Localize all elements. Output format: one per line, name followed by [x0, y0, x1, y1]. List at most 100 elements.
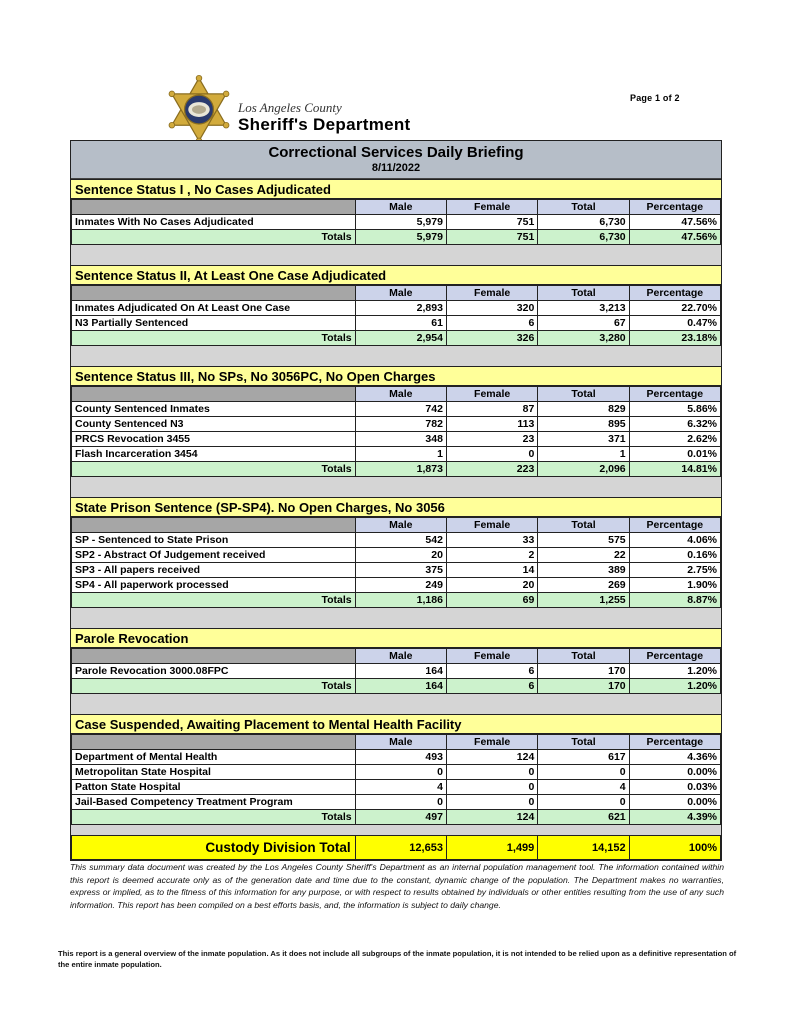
row-value: 0	[537, 794, 630, 810]
section-table: Male Female Total Percentage Department of M…	[71, 734, 722, 825]
data-row: Parole Revocation 3000.08FPC 164 6 170 1.20%	[71, 663, 722, 679]
column-header-male: Male	[354, 285, 447, 301]
row-value: 0	[537, 764, 630, 780]
logo-department-text: Sheriff's Department	[238, 114, 411, 134]
totals-label: Totals	[71, 461, 356, 477]
data-row: Patton State Hospital 4 0 4 0.03%	[71, 779, 722, 795]
footnote-overview: This report is a general overview of the…	[58, 949, 737, 969]
totals-row: Totals 5,979 751 6,730 47.56%	[71, 229, 722, 245]
column-header-percentage: Percentage	[628, 199, 722, 215]
totals-value: 3,280	[537, 330, 630, 346]
totals-label: Totals	[71, 678, 356, 694]
column-header-row: Male Female Total Percentage	[71, 648, 722, 664]
row-value: 0	[445, 794, 539, 810]
totals-value: 1,186	[354, 592, 447, 608]
totals-value: 14.81%	[628, 461, 722, 477]
row-value: 4	[354, 779, 447, 795]
totals-value: 223	[445, 461, 539, 477]
column-header-female: Female	[445, 386, 539, 402]
report-section: Sentence Status III, No SPs, No 3056PC, …	[71, 366, 722, 477]
row-value: 249	[354, 577, 447, 593]
column-header-total: Total	[537, 517, 630, 533]
row-label: N3 Partially Sentenced	[71, 315, 356, 331]
row-value: 6	[445, 315, 539, 331]
row-value: 47.56%	[628, 214, 722, 230]
row-value: 1.20%	[628, 663, 722, 679]
totals-value: 326	[445, 330, 539, 346]
section-table: Male Female Total Percentage County Sentence…	[71, 386, 722, 477]
column-header-total: Total	[537, 734, 630, 750]
column-header-row: Male Female Total Percentage	[71, 734, 722, 750]
row-value: 67	[537, 315, 630, 331]
row-label: Parole Revocation 3000.08FPC	[71, 663, 356, 679]
row-value: 0	[354, 764, 447, 780]
section-table: Male Female Total Percentage Inmates Adjudic…	[71, 285, 722, 346]
column-header-male: Male	[354, 199, 447, 215]
section-spacer	[71, 608, 721, 628]
page-indicator: Page 1 of 2	[630, 93, 680, 103]
section-heading: Sentence Status I , No Cases Adjudicated	[71, 179, 721, 199]
row-label: Metropolitan State Hospital	[71, 764, 356, 780]
section-heading: Parole Revocation	[71, 628, 721, 648]
report-title: Correctional Services Daily Briefing	[268, 144, 524, 161]
sheriff-badge-icon	[168, 74, 230, 146]
grand-total-row: Custody Division Total 12,653 1,499 14,1…	[71, 835, 722, 860]
row-value: 164	[354, 663, 447, 679]
row-value: 6.32%	[628, 416, 722, 432]
row-value: 20	[445, 577, 539, 593]
row-label-header-cell	[71, 285, 356, 301]
row-value: 4.06%	[628, 532, 722, 548]
data-row: Inmates With No Cases Adjudicated 5,979 75…	[71, 214, 722, 230]
row-value: 829	[537, 401, 630, 417]
totals-row: Totals 164 6 170 1.20%	[71, 678, 722, 694]
row-value: 0	[445, 446, 539, 462]
row-label: Department of Mental Health	[71, 749, 356, 765]
column-header-percentage: Percentage	[628, 648, 722, 664]
row-value: 0	[354, 794, 447, 810]
grand-total-male: 12,653	[354, 835, 447, 860]
data-row: PRCS Revocation 3455 348 23 371 2.62%	[71, 431, 722, 447]
data-row: Department of Mental Health 493 124 617 4.36…	[71, 749, 722, 765]
column-header-percentage: Percentage	[628, 517, 722, 533]
column-header-female: Female	[445, 199, 539, 215]
totals-row: Totals 1,186 69 1,255 8.87%	[71, 592, 722, 608]
totals-value: 23.18%	[628, 330, 722, 346]
row-value: 14	[445, 562, 539, 578]
row-value: 87	[445, 401, 539, 417]
row-value: 22.70%	[628, 300, 722, 316]
report-date: 8/11/2022	[371, 162, 421, 174]
row-value: 170	[537, 663, 630, 679]
totals-value: 124	[445, 809, 539, 825]
column-header-female: Female	[445, 517, 539, 533]
totals-label: Totals	[71, 229, 356, 245]
row-value: 0.16%	[628, 547, 722, 563]
column-header-male: Male	[354, 517, 447, 533]
row-value: 23	[445, 431, 539, 447]
row-label: SP4 - All paperwork processed	[71, 577, 356, 593]
totals-value: 6,730	[537, 229, 630, 245]
totals-value: 164	[354, 678, 447, 694]
row-label-header-cell	[71, 517, 356, 533]
row-value: 2.75%	[628, 562, 722, 578]
totals-value: 2,954	[354, 330, 447, 346]
row-value: 348	[354, 431, 447, 447]
totals-label: Totals	[71, 592, 356, 608]
column-header-female: Female	[445, 285, 539, 301]
agency-logo: Los Angeles County Sheriff's Department	[166, 74, 411, 150]
row-label: County Sentenced N3	[71, 416, 356, 432]
section-table: Male Female Total Percentage SP - Sentenced …	[71, 517, 722, 608]
totals-value: 1,255	[537, 592, 630, 608]
totals-value: 6	[445, 678, 539, 694]
totals-value: 5,979	[354, 229, 447, 245]
section-spacer	[71, 477, 721, 497]
data-row: Jail-Based Competency Treatment Program 0…	[71, 794, 722, 810]
totals-value: 1,873	[354, 461, 447, 477]
row-label: SP3 - All papers received	[71, 562, 356, 578]
totals-value: 1.20%	[628, 678, 722, 694]
row-value: 2.62%	[628, 431, 722, 447]
row-value: 6	[445, 663, 539, 679]
row-value: 4	[537, 779, 630, 795]
section-table: Male Female Total Percentage Parole Revocati…	[71, 648, 722, 694]
row-value: 782	[354, 416, 447, 432]
totals-value: 621	[537, 809, 630, 825]
